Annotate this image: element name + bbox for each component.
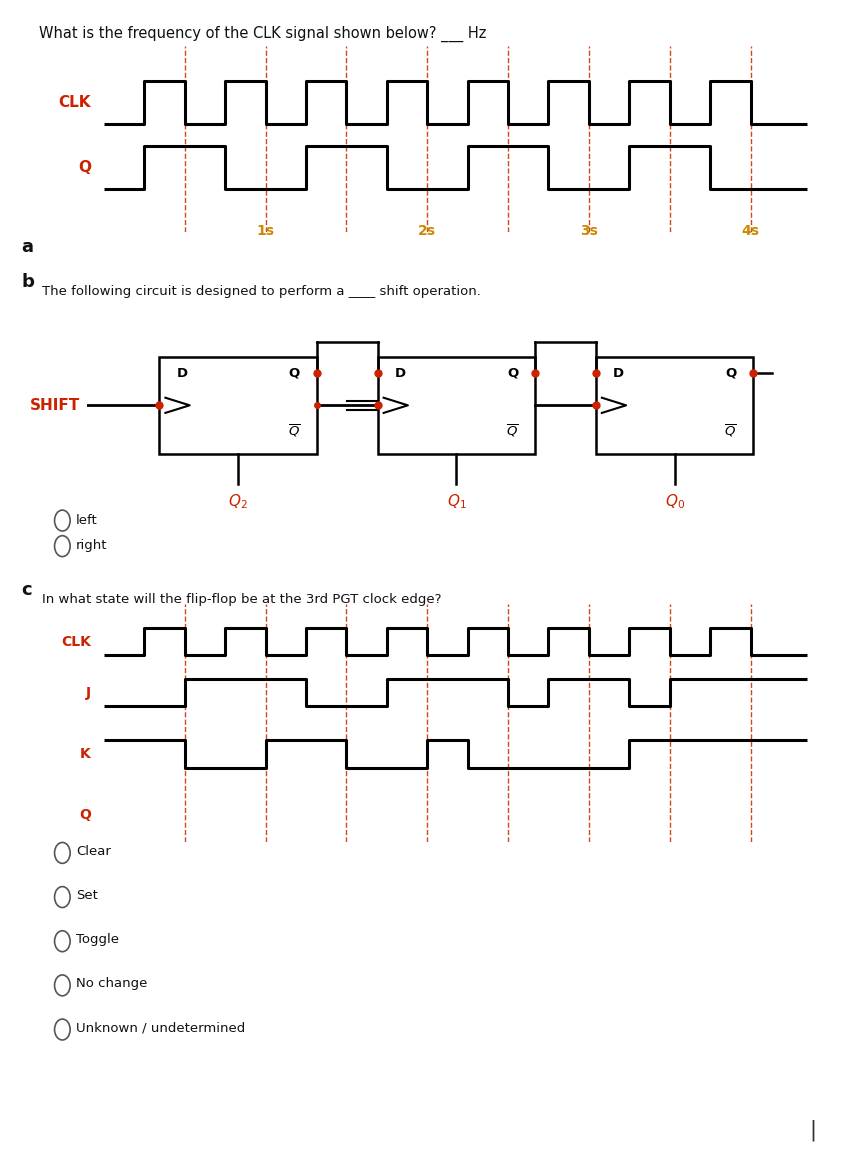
Text: Unknown / undetermined: Unknown / undetermined (76, 1021, 245, 1034)
Text: $Q_2$: $Q_2$ (229, 492, 248, 510)
Text: SHIFT: SHIFT (30, 397, 81, 413)
Text: 4s: 4s (741, 224, 759, 238)
Text: c: c (22, 581, 32, 598)
Bar (159, 357, 317, 454)
Text: a: a (22, 238, 34, 256)
Text: D: D (613, 367, 624, 380)
Text: $Q_0$: $Q_0$ (664, 492, 685, 510)
Text: D: D (395, 367, 405, 380)
Text: K: K (81, 747, 91, 761)
Text: Q: Q (288, 367, 300, 380)
Text: No change: No change (76, 977, 147, 990)
Text: Q: Q (79, 809, 91, 823)
Text: CLK: CLK (59, 95, 91, 110)
Text: $\overline{Q}$: $\overline{Q}$ (288, 423, 300, 439)
Text: $Q_1$: $Q_1$ (447, 492, 466, 510)
Text: b: b (22, 273, 35, 290)
Text: Q: Q (507, 367, 518, 380)
Text: Q: Q (725, 367, 736, 380)
Text: In what state will the flip-flop be at the 3rd PGT clock edge?: In what state will the flip-flop be at t… (42, 593, 441, 605)
Text: $\overline{Q}$: $\overline{Q}$ (506, 423, 518, 439)
Bar (596, 357, 753, 454)
Text: Toggle: Toggle (76, 933, 120, 946)
Text: 1s: 1s (256, 224, 275, 238)
Text: right: right (76, 539, 107, 552)
Bar (378, 357, 535, 454)
Text: Clear: Clear (76, 845, 111, 858)
Text: CLK: CLK (61, 634, 91, 648)
Text: $\overline{Q}$: $\overline{Q}$ (724, 423, 736, 439)
Text: left: left (76, 514, 98, 526)
Text: D: D (177, 367, 187, 380)
Text: |: | (810, 1119, 817, 1141)
Text: 3s: 3s (580, 224, 598, 238)
Text: Set: Set (76, 889, 98, 902)
Text: What is the frequency of the CLK signal shown below? ___ Hz: What is the frequency of the CLK signal … (39, 26, 487, 42)
Text: Q: Q (78, 160, 91, 175)
Text: J: J (86, 686, 91, 700)
Text: 2s: 2s (418, 224, 436, 238)
Text: The following circuit is designed to perform a ____ shift operation.: The following circuit is designed to per… (42, 285, 481, 297)
